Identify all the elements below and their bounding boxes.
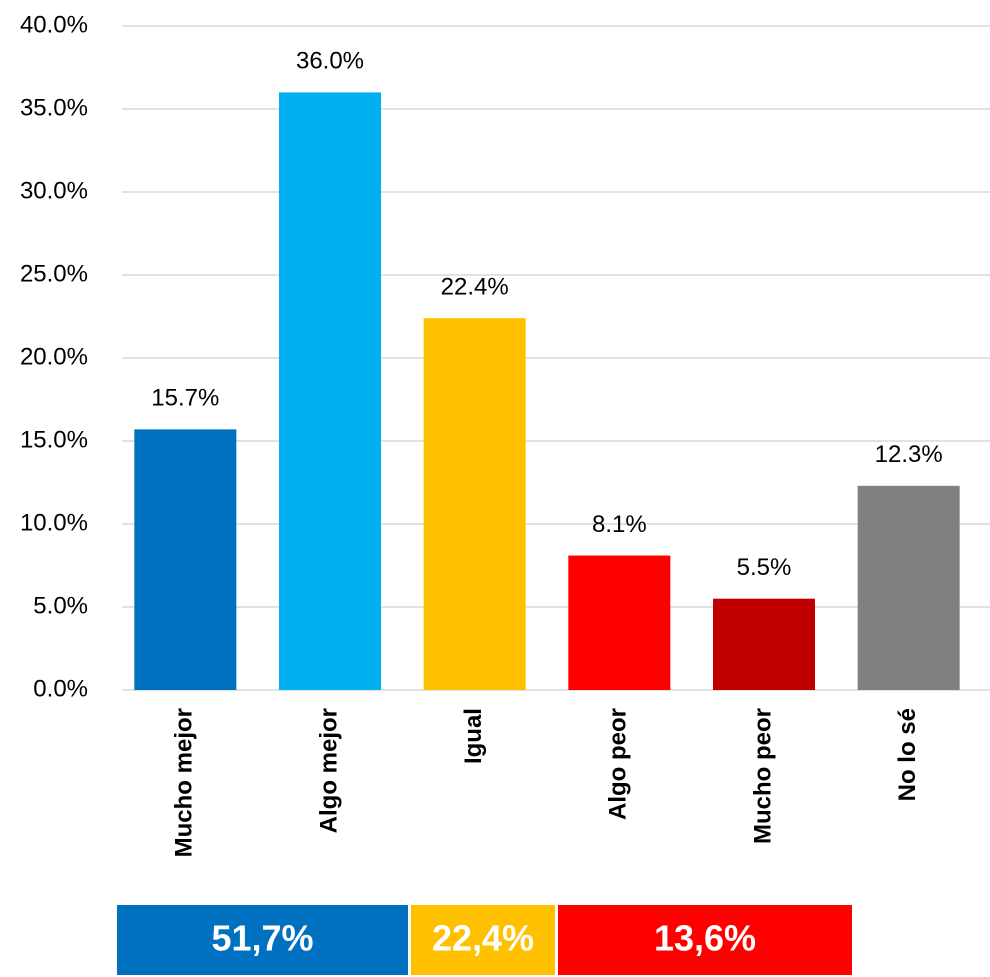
summary-label: 51,7% [211, 918, 313, 959]
bar [279, 92, 381, 690]
x-tick-label: Mucho peor [749, 708, 776, 844]
bar [423, 318, 526, 690]
bar [134, 429, 237, 690]
bar [568, 555, 671, 690]
x-tick-label: Igual [460, 708, 487, 764]
y-tick-label: 20.0% [20, 343, 88, 370]
value-label: 36.0% [296, 48, 364, 75]
y-tick-label: 0.0% [33, 675, 88, 702]
x-tick-label: No lo sé [894, 708, 921, 801]
summary-box [117, 905, 408, 975]
y-tick-label: 10.0% [20, 509, 88, 536]
y-tick-label: 5.0% [33, 592, 88, 619]
y-tick-label: 15.0% [20, 426, 88, 453]
value-label: 15.7% [151, 385, 219, 412]
value-label: 8.1% [592, 511, 647, 538]
value-label: 22.4% [441, 274, 509, 301]
value-label: 12.3% [875, 441, 943, 468]
value-label: 5.5% [737, 554, 792, 581]
x-tick-label: Algo mejor [315, 708, 342, 833]
x-tick-label: Algo peor [605, 708, 632, 820]
y-tick-label: 35.0% [20, 94, 88, 121]
x-tick-label: Mucho mejor [171, 708, 198, 857]
summary-label: 13,6% [654, 918, 756, 959]
y-tick-label: 25.0% [20, 260, 88, 287]
summary-box [558, 905, 852, 975]
summary-box [411, 905, 555, 975]
y-tick-label: 40.0% [20, 11, 88, 38]
summary-label: 22,4% [432, 918, 534, 959]
y-tick-label: 30.0% [20, 177, 88, 204]
bar [857, 485, 960, 690]
bar [713, 598, 815, 690]
